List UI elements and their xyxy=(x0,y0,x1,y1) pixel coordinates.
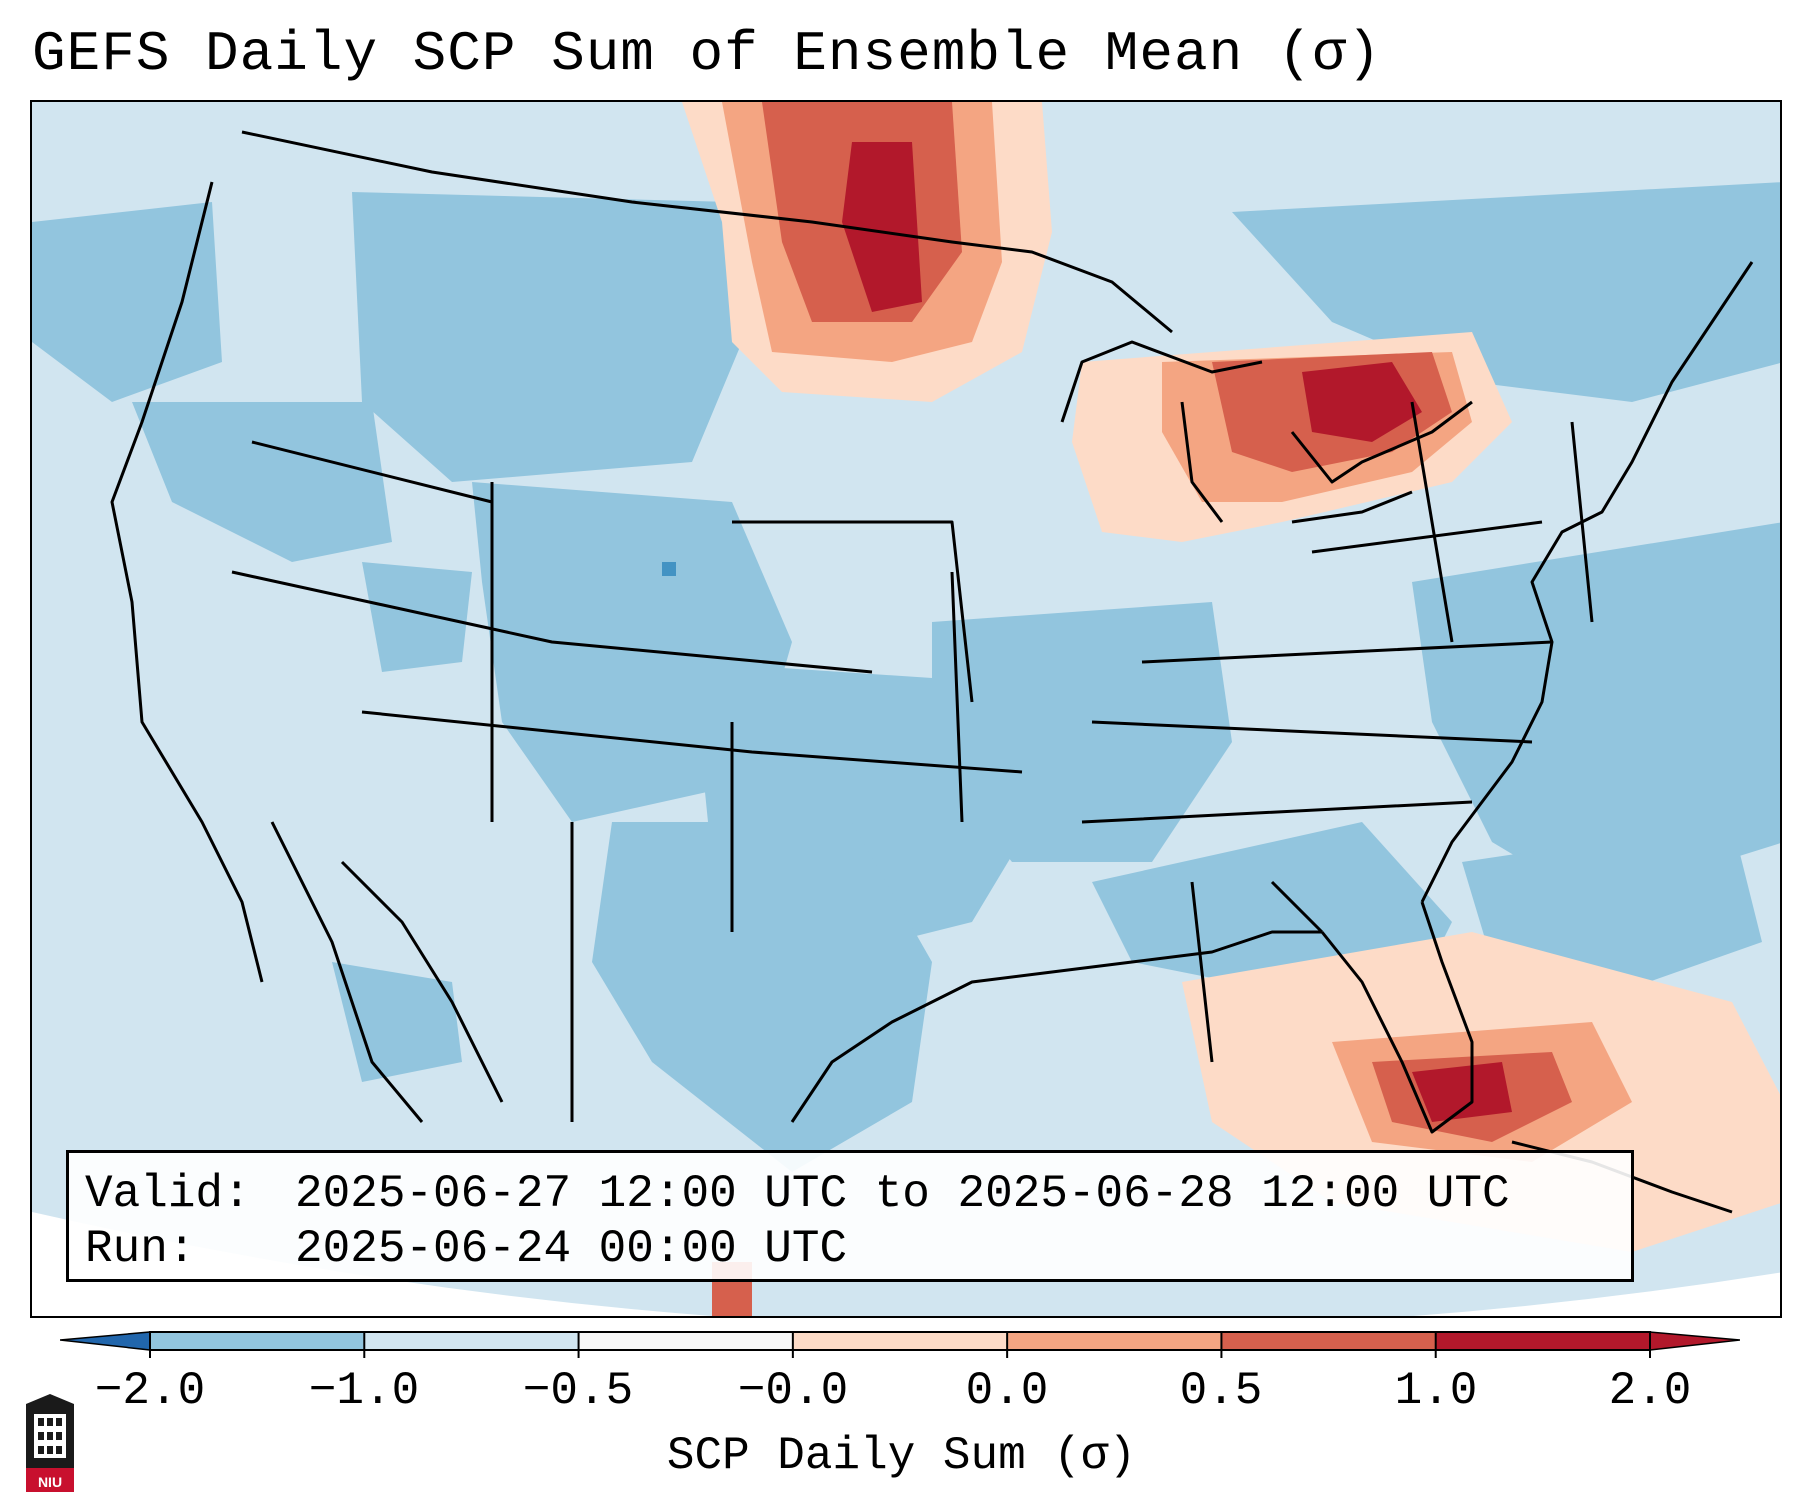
chart-title: GEFS Daily SCP Sum of Ensemble Mean (σ) xyxy=(32,22,1382,86)
gulf-coast xyxy=(790,930,1322,1123)
atlantic-coast xyxy=(1420,261,1754,903)
baja-mexico-coast xyxy=(270,821,504,1123)
florida-coast xyxy=(1320,901,1474,1134)
negative-anomaly-layer xyxy=(32,182,1780,1172)
colorbar-segment xyxy=(792,1332,1008,1350)
colorbar-tick-label: −2.0 xyxy=(94,1365,206,1417)
great-lakes-outline xyxy=(1060,340,1473,524)
run-line: Run: 2025-06-24 00:00 UTC xyxy=(85,1222,1615,1277)
niu-logo: NIU xyxy=(22,1392,78,1492)
colorbar-segment xyxy=(364,1332,580,1350)
map-svg xyxy=(32,102,1780,1316)
colorbar-tick-label: 2.0 xyxy=(1608,1365,1692,1417)
valid-line: Valid: 2025-06-27 12:00 UTC to 2025-06-2… xyxy=(85,1167,1615,1222)
colorbar-segment xyxy=(150,1332,365,1350)
niu-tower-icon xyxy=(26,1394,74,1492)
colorbar-outline xyxy=(149,1331,1651,1351)
canada-border xyxy=(241,130,1173,334)
positive-anomaly-north-dakota xyxy=(682,102,1052,402)
valid-run-info-box: Valid: 2025-06-27 12:00 UTC to 2025-06-2… xyxy=(66,1150,1634,1282)
boundaries-layer xyxy=(110,130,1754,1214)
southeast-borders xyxy=(1081,640,1553,1063)
colorbar-extend-low xyxy=(60,1331,151,1351)
plains-borders xyxy=(490,482,974,1122)
colorbar xyxy=(60,1331,1740,1358)
logo-text: NIU xyxy=(37,1474,63,1490)
map-panel xyxy=(30,100,1782,1318)
colorbar-segment xyxy=(1435,1332,1651,1350)
run-value: 2025-06-24 00:00 UTC xyxy=(295,1223,848,1275)
colorbar-label: SCP Daily Sum (σ) xyxy=(666,1430,1137,1482)
us-west-coast xyxy=(110,181,264,983)
colorbar-tick-label: −1.0 xyxy=(308,1365,420,1417)
colorbar-extend-high xyxy=(1649,1331,1740,1351)
colorbar-tick-label: −0.5 xyxy=(522,1365,634,1417)
positive-anomaly-great-lakes xyxy=(1072,332,1512,542)
run-key: Run: xyxy=(85,1223,196,1275)
colorbar-segment xyxy=(578,1332,794,1350)
colorbar-segment xyxy=(1007,1332,1222,1350)
valid-value: 2025-06-27 12:00 UTC to 2025-06-28 12:00… xyxy=(295,1168,1510,1220)
valid-key: Valid: xyxy=(85,1168,251,1220)
colorbar-tick-label: 0.5 xyxy=(1179,1365,1263,1417)
northeast-borders xyxy=(1311,401,1594,643)
strong-negative-cell xyxy=(662,562,676,576)
colorbar-tick-label: 1.0 xyxy=(1394,1365,1478,1417)
colorbar-tick-label: −0.0 xyxy=(737,1365,849,1417)
colorbar-segment xyxy=(1221,1332,1437,1350)
colorbar-tick-label: 0.0 xyxy=(965,1365,1049,1417)
